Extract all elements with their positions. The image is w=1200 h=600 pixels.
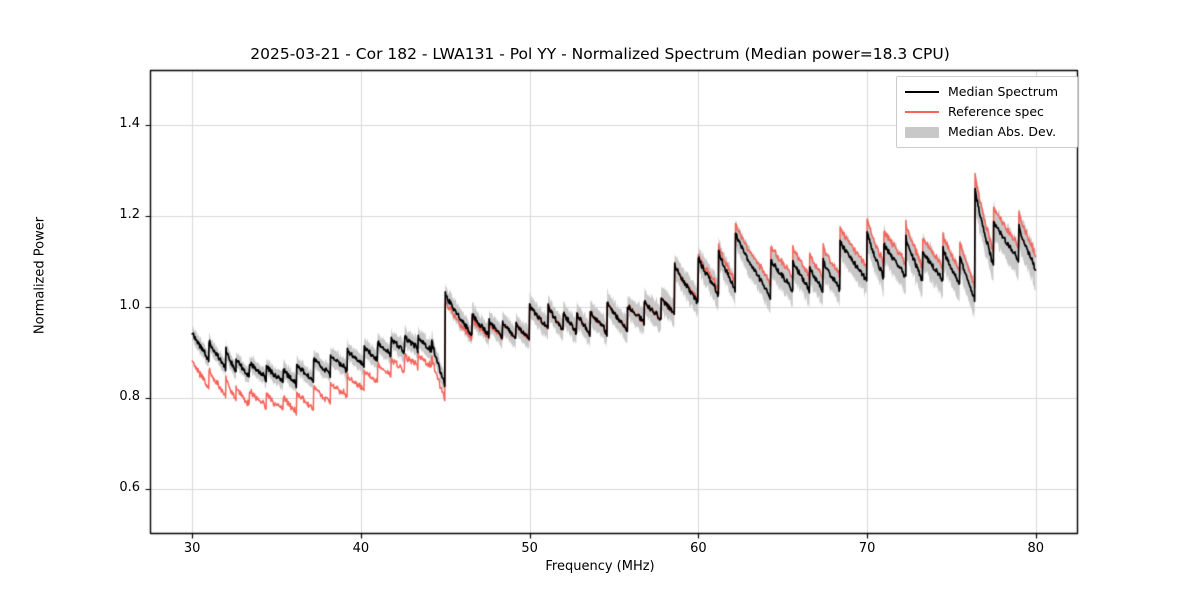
x-tick-label: 50	[521, 541, 538, 556]
legend-item-median-abs-dev: Median Abs. Dev.	[905, 122, 1069, 142]
x-tick-label: 60	[690, 541, 707, 556]
y-tick-label: 0.6	[119, 479, 140, 495]
legend-line-swatch-median-spectrum	[905, 86, 939, 98]
y-axis-label: Normalized Power	[32, 216, 48, 335]
legend-patch-swatch-median-abs-dev	[905, 126, 939, 138]
legend-label-reference-spec: Reference spec	[948, 104, 1044, 119]
legend-label-median-spectrum: Median Spectrum	[948, 84, 1059, 99]
x-tick-label: 80	[1027, 541, 1045, 556]
y-tick-label: 1.4	[119, 115, 140, 131]
x-tick-label: 30	[183, 541, 201, 556]
page-title: 2025-03-21 - Cor 182 - LWA131 - Pol YY -…	[250, 45, 950, 63]
legend-item-reference-spec: Reference spec	[905, 102, 1069, 122]
legend-label-median-abs-dev: Median Abs. Dev.	[948, 124, 1057, 139]
x-tick-label: 40	[352, 541, 370, 556]
legend: Median Spectrum Reference spec Median Ab…	[896, 76, 1078, 148]
x-axis-label: Frequency (MHz)	[545, 559, 655, 574]
y-tick-label: 1.0	[119, 297, 140, 313]
x-tick-label: 70	[858, 541, 876, 556]
y-tick-label: 1.2	[119, 206, 140, 222]
y-tick-label: 0.8	[119, 388, 140, 404]
legend-item-median-spectrum: Median Spectrum	[905, 82, 1069, 102]
legend-line-swatch-reference-spec	[905, 106, 939, 118]
